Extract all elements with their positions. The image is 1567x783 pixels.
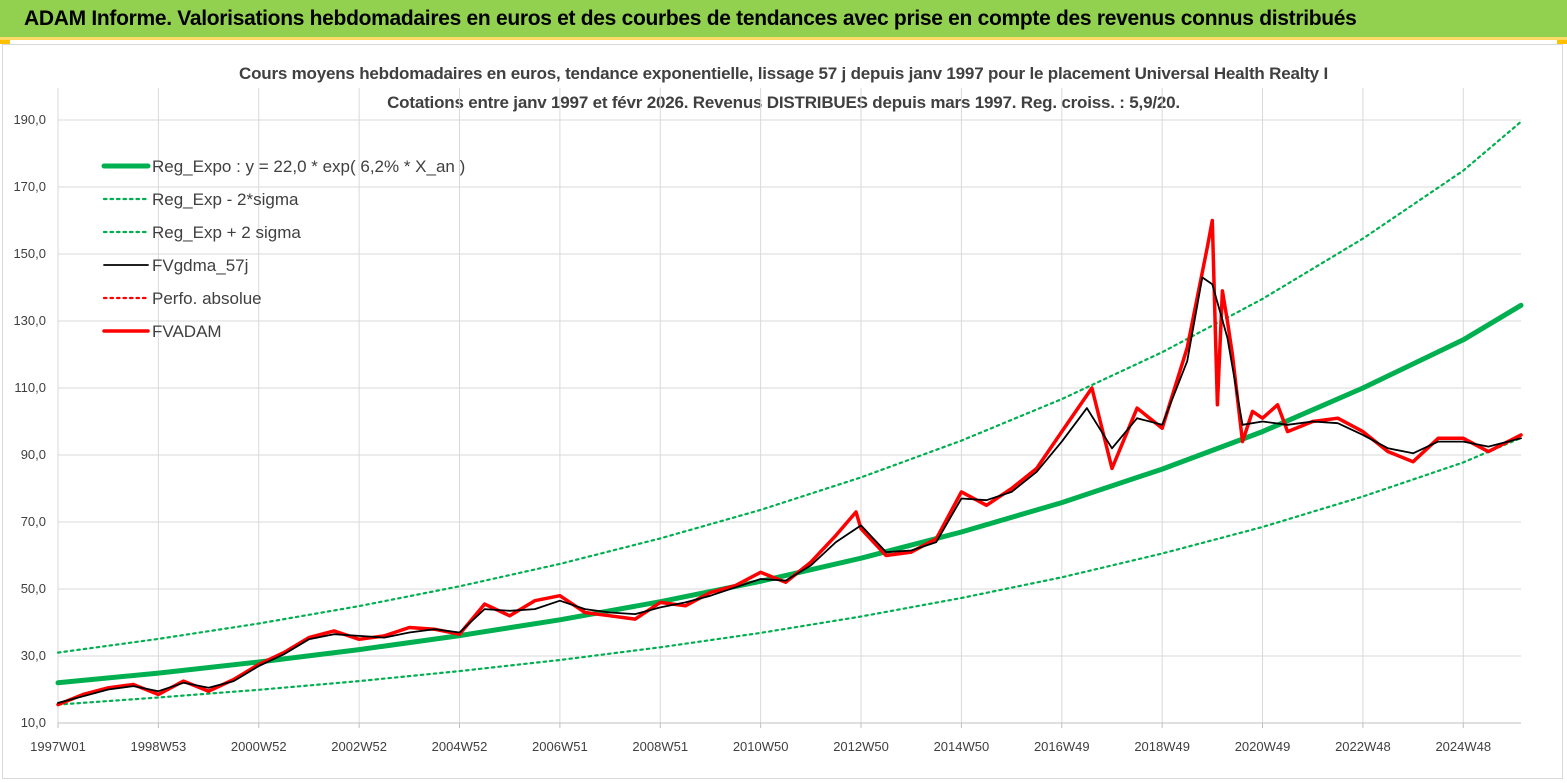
series-line-1 [56,436,1523,706]
x-tick-label: 2000W52 [231,739,287,754]
legend-label: Reg_Expo : y = 22,0 * exp( 6,2% * X_an ) [152,157,465,176]
x-tick-label: 2012W50 [833,739,889,754]
chart-subtitle: Cotations entre janv 1997 et févr 2026. … [387,93,1180,112]
series-line-3 [57,276,1522,704]
series-line-4 [58,438,1521,703]
x-tick-label: 2006W51 [532,739,588,754]
x-tick-label: 2020W49 [1235,739,1291,754]
series-lines [55,120,1524,707]
x-tick-label: 2014W50 [934,739,990,754]
x-tick-label: 2016W49 [1034,739,1090,754]
corner-accent-right [1557,40,1567,44]
x-tick-label: 1997W01 [30,739,86,754]
x-tick-label: 2022W48 [1335,739,1391,754]
y-tick-label: 150,0 [13,246,46,261]
legend-label: Perfo. absolue [152,289,262,308]
y-tick-label: 50,0 [21,581,46,596]
y-tick-label: 190,0 [13,112,46,127]
series-line-5 [56,218,1523,707]
chart-area [2,44,1563,779]
chart-title: Cours moyens hebdomadaires en euros, ten… [239,64,1328,83]
corner-accent-left [0,40,10,44]
legend: Reg_Expo : y = 22,0 * exp( 6,2% * X_an )… [101,157,465,341]
x-tick-label: 2024W48 [1435,739,1491,754]
legend-label: FVgdma_57j [152,256,248,275]
y-axis: 10,0 30,0 50,0 70,0 90,0 110,0 130,0 150,0 170,0… [13,112,46,730]
x-tick-label: 2002W52 [331,739,387,754]
page-title: ADAM Informe. Valorisations hebdomadaire… [24,7,1357,30]
y-tick-label: 70,0 [21,514,46,529]
y-tick-label: 90,0 [21,447,46,462]
y-tick-label: 110,0 [14,380,46,395]
series-line-0 [55,302,1524,686]
x-tick-label: 2004W52 [432,739,488,754]
legend-label: FVADAM [152,322,222,341]
x-tick-label: 2018W49 [1134,739,1190,754]
x-axis: 1997W01 1998W53 2000W52 2002W52 2004W52 2006W… [30,722,1521,754]
y-tick-label: 130,0 [13,313,46,328]
x-tick-label: 2008W51 [632,739,688,754]
y-tick-label: 170,0 [13,179,46,194]
y-tick-label: 30,0 [21,648,46,663]
y-tick-label: 10,0 [21,715,46,730]
x-tick-label: 2010W50 [733,739,789,754]
legend-label: Reg_Exp - 2*sigma [152,190,299,209]
series-line-2 [56,120,1523,654]
header-banner: ADAM Informe. Valorisations hebdomadaire… [0,0,1567,40]
x-tick-label: 1998W53 [131,739,187,754]
legend-label: Reg_Exp + 2 sigma [152,223,301,242]
